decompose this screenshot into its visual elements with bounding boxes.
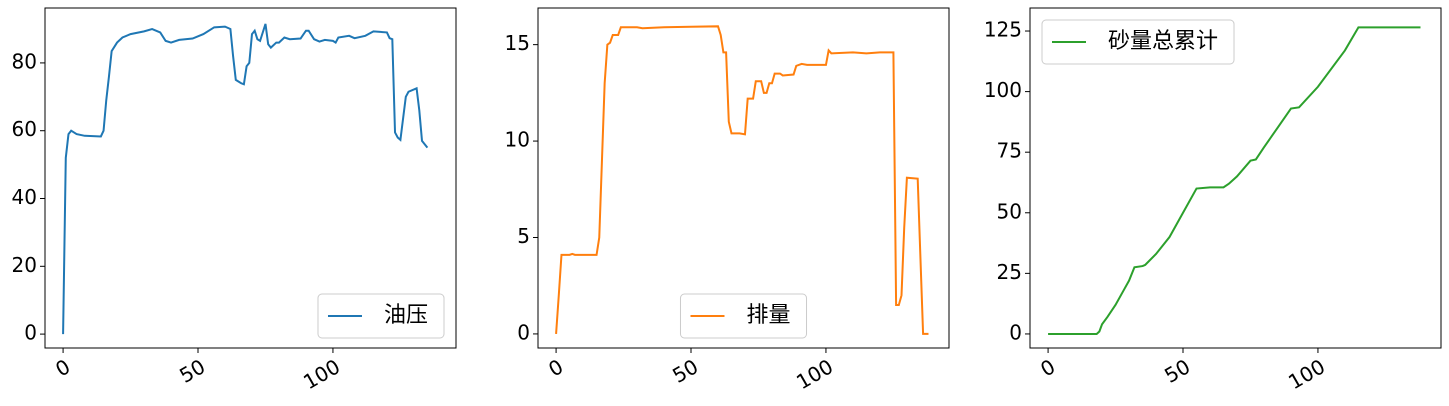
x-tick-label: 100: [792, 354, 837, 394]
x-tick-label: 0: [544, 354, 567, 381]
legend-box: [1041, 19, 1235, 65]
legend-label: 油压: [384, 303, 428, 328]
legend: 排量: [679, 293, 808, 339]
legend: 油压: [317, 293, 445, 339]
y-tick-label: 40: [12, 185, 37, 209]
axes-frame: [44, 7, 457, 349]
line-series: [555, 25, 929, 335]
x-tick-label: 50: [1160, 354, 1194, 388]
y-tick-label: 0: [517, 320, 530, 344]
y-tick-label: 10: [505, 128, 530, 152]
legend: 砂量总累计: [1041, 19, 1235, 65]
y-tick-label: 50: [997, 199, 1022, 223]
y-tick-label: 100: [984, 78, 1022, 102]
line-series: [1048, 26, 1421, 335]
y-tick-label: 125: [984, 18, 1022, 42]
axes-frame: [1029, 7, 1442, 349]
x-tick-label: 0: [51, 354, 74, 381]
y-tick-label: 15: [505, 31, 530, 55]
legend-label: 排量: [746, 303, 790, 328]
line-series: [62, 23, 429, 335]
x-tick-label: 50: [175, 354, 209, 388]
legend-box: [679, 293, 808, 339]
legend-label: 砂量总累计: [1108, 29, 1218, 54]
x-tick-label: 0: [1036, 354, 1059, 381]
y-tick-label: 0: [24, 321, 37, 345]
axes-frame: [537, 7, 950, 349]
y-tick-label: 5: [517, 224, 530, 248]
y-tick-label: 25: [997, 260, 1022, 284]
y-tick-label: 0: [1009, 320, 1022, 344]
y-tick-label: 80: [12, 49, 37, 73]
y-tick-label: 75: [997, 139, 1022, 163]
x-tick-label: 100: [1284, 354, 1329, 394]
x-tick-label: 100: [299, 354, 344, 394]
x-tick-label: 50: [668, 354, 702, 388]
legend-box: [317, 293, 445, 339]
y-tick-label: 20: [12, 253, 37, 277]
y-tick-label: 60: [12, 117, 37, 141]
